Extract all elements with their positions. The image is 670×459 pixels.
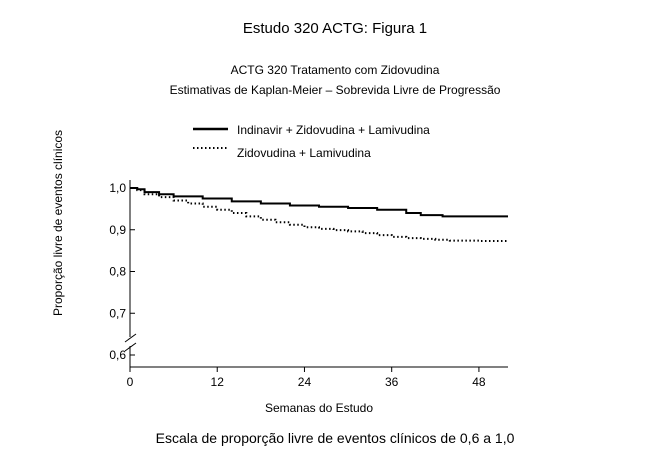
series-1-line <box>130 187 508 218</box>
chart-subtitle-line1: ACTG 320 Tratamento com Zidovudina <box>230 63 440 77</box>
y-tick-label: 0,9 <box>109 223 126 237</box>
y-axis-label: Proporção livre de eventos clínicos <box>51 130 65 316</box>
x-tick-label: 36 <box>385 375 399 389</box>
x-axis-label: Semanas do Estudo <box>265 401 373 415</box>
x-tick-label: 48 <box>472 375 486 389</box>
ticks: 0,6 0,7 0,8 0,9 1,0 0 12 24 36 48 <box>109 181 486 389</box>
x-tick-label: 0 <box>127 375 134 389</box>
curves <box>130 187 508 243</box>
axis-break-mark <box>124 333 137 343</box>
y-tick-label: 0,6 <box>109 348 126 362</box>
y-tick-label: 0,7 <box>109 306 126 320</box>
chart-subtitle-line2: Estimativas de Kaplan-Meier – Sobrevida … <box>169 83 501 97</box>
x-tick-label: 24 <box>298 375 312 389</box>
y-tick-label: 0,8 <box>109 265 126 279</box>
legend-label-series-1: Indinavir + Zidovudina + Lamivudina <box>237 123 430 137</box>
axis-break-mark <box>124 342 137 352</box>
x-tick-label: 12 <box>211 375 225 389</box>
figure-title: Estudo 320 ACTG: Figura 1 <box>242 20 428 37</box>
figure-caption: Escala de proporção livre de eventos clí… <box>155 430 515 446</box>
legend: Indinavir + Zidovudina + Lamivudina Zido… <box>193 123 430 160</box>
y-tick-label: 1,0 <box>109 181 126 195</box>
legend-label-series-2: Zidovudina + Lamivudina <box>237 146 371 160</box>
axes <box>124 180 508 368</box>
